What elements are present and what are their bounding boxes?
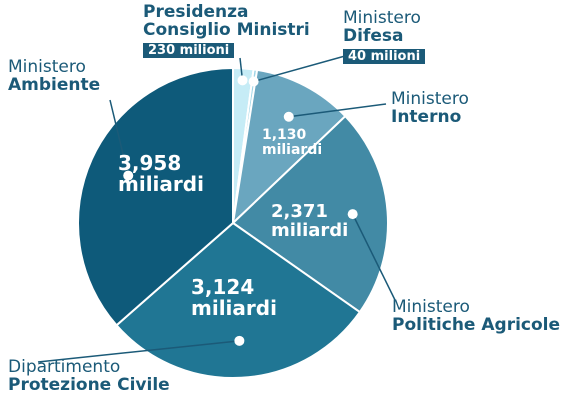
value-protezione: 3,124 miliardi [191, 277, 277, 319]
pie-slice-interno [231, 68, 347, 226]
leader-line-protezione [37, 340, 240, 363]
label-presidenza-top: Presidenza [143, 2, 249, 22]
pie-slice-ambiente [77, 66, 234, 327]
label-interno-top: Ministero [391, 89, 469, 109]
value-protezione-number: 3,124 [191, 275, 255, 299]
value-protezione-unit: miliardi [191, 296, 277, 320]
label-ambiente: Ministero Ambiente [8, 57, 101, 95]
label-difesa: Ministero Difesa 40 milioni [343, 8, 426, 65]
leader-dot-agricole [347, 209, 358, 220]
label-agricole-bottom: Politiche Agricole [392, 314, 561, 335]
leader-line-interno [288, 103, 387, 118]
label-protezione-top: Dipartimento [8, 357, 121, 377]
value-agricole-unit: miliardi [271, 219, 349, 241]
label-difesa-bottom: Difesa [343, 25, 404, 46]
label-interno-bottom: Interno [391, 106, 462, 127]
label-ambiente-top: Ministero [8, 57, 86, 77]
value-interno-number: 1,130 [262, 127, 307, 143]
value-interno-unit: miliardi [262, 141, 323, 158]
pie-slice-protezione [115, 221, 362, 379]
badge-difesa-value: 40 milioni [343, 48, 426, 65]
leader-line-ambiente [109, 99, 129, 176]
leader-dot-interno [283, 111, 294, 122]
leader-dot-presidenza [237, 75, 248, 86]
value-ambiente-unit: miliardi [118, 172, 204, 196]
label-agricole: Ministero Politiche Agricole [392, 297, 561, 335]
label-ambiente-bottom: Ambiente [8, 74, 101, 95]
label-agricole-top: Ministero [392, 297, 470, 317]
value-agricole-number: 2,371 [271, 201, 328, 222]
value-interno: 1,130 miliardi [262, 128, 322, 157]
label-presidenza-bottom: Consiglio Ministri [143, 19, 310, 40]
label-interno: Ministero Interno [391, 89, 469, 127]
pie-slice-agricole [231, 114, 389, 314]
leader-line-agricole [351, 213, 396, 301]
value-ambiente: 3,958 miliardi [118, 153, 204, 195]
value-agricole: 2,371 miliardi [271, 201, 349, 241]
label-protezione-bottom: Protezione Civile [8, 374, 170, 395]
leader-lines [37, 55, 396, 363]
leader-dot-ambiente [123, 170, 134, 181]
label-presidenza: Presidenza Consiglio Ministri 230 milion… [143, 2, 310, 59]
badge-presidenza-value: 230 milioni [143, 42, 235, 59]
leader-line-difesa [253, 55, 346, 83]
pie-slices [77, 66, 389, 379]
value-ambiente-number: 3,958 [118, 151, 182, 175]
leader-dot-difesa [248, 76, 259, 87]
label-difesa-top: Ministero [343, 8, 421, 28]
label-protezione: Dipartimento Protezione Civile [8, 357, 170, 395]
leader-dot-protezione [234, 335, 245, 346]
